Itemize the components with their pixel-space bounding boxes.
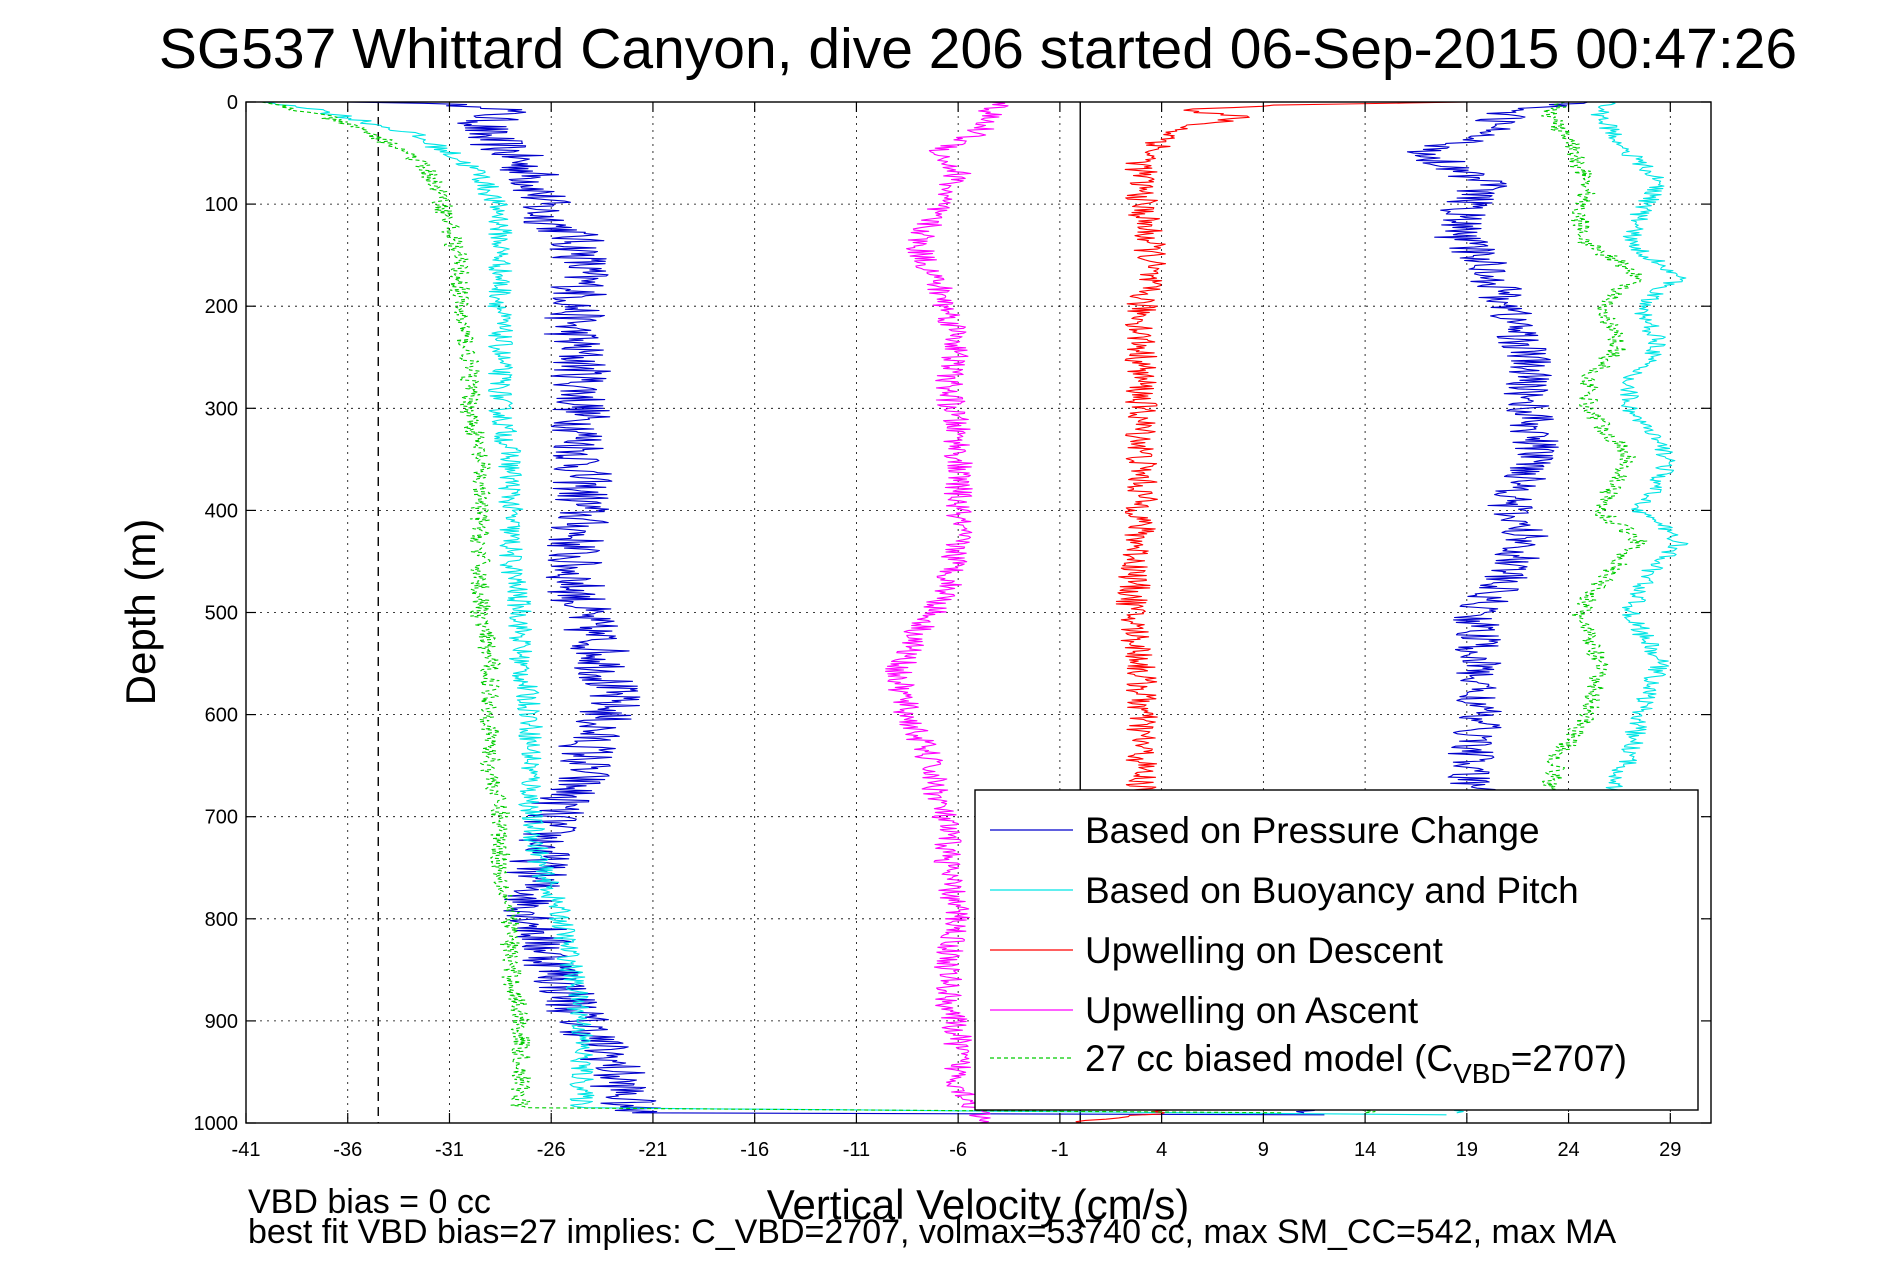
x-axis-label: Vertical Velocity (cm/s): [767, 1181, 1189, 1228]
chart-title: SG537 Whittard Canyon, dive 206 started …: [159, 17, 1797, 81]
x-tick-label: -11: [843, 1139, 870, 1161]
legend-label: Upwelling on Descent: [1085, 930, 1444, 971]
y-tick-label: 700: [205, 807, 238, 829]
y-tick-label: 200: [205, 296, 238, 318]
x-tick-label: 29: [1659, 1139, 1681, 1161]
x-tick-label: 24: [1557, 1139, 1579, 1161]
series-line-based-on-buoyancy-and-pitch: [262, 101, 1447, 1116]
y-axis-label: Depth (m): [117, 519, 164, 706]
legend: Based on Pressure Change Based on Buoyanc…: [974, 789, 1699, 1111]
series-line-upwelling-on-ascent: [885, 101, 1009, 1124]
y-tick-label: 600: [205, 705, 238, 727]
footer-line-1: VBD bias = 0 cc: [248, 1183, 491, 1221]
x-tick-labels: -41 -36 -31 -26 -21 -16 -11 -6 -1 4 9 14 19 24 29: [232, 1139, 1682, 1161]
x-tick-label: -16: [740, 1139, 769, 1161]
legend-label: Upwelling on Ascent: [1085, 990, 1419, 1031]
x-tick-label: 19: [1456, 1139, 1478, 1161]
y-tick-label: 800: [205, 909, 238, 931]
y-tick-label: 500: [205, 603, 238, 625]
series-line-27-cc-biased-model-ascent: [1362, 101, 1648, 1114]
series-line-27-cc-biased-model-cvbd-2707: [261, 101, 1284, 1114]
axis-ticks: [245, 101, 1711, 1124]
y-tick-labels: 0 100 200 300 400 500 600 700 800 900 1000: [194, 92, 239, 1135]
x-tick-label: -1: [1051, 1139, 1069, 1161]
x-tick-label: -41: [232, 1139, 261, 1161]
y-tick-label: 400: [205, 500, 238, 522]
y-tick-label: 300: [205, 398, 238, 420]
x-tick-label: 14: [1354, 1139, 1376, 1161]
legend-box: [974, 789, 1699, 1111]
series-line-based-on-pressure-change: [343, 101, 1325, 1116]
x-tick-label: 4: [1156, 1139, 1167, 1161]
x-tick-label: -6: [949, 1139, 967, 1161]
y-tick-label: 100: [205, 194, 238, 216]
footer-line-2: best fit VBD bias=27 implies: C_VBD=2707…: [248, 1213, 1617, 1251]
y-tick-label: 0: [227, 92, 238, 114]
legend-label: Based on Pressure Change: [1085, 810, 1540, 851]
x-tick-label: -36: [333, 1139, 362, 1161]
x-tick-label: -26: [537, 1139, 566, 1161]
legend-label: Based on Buoyancy and Pitch: [1085, 870, 1579, 911]
x-tick-label: -31: [435, 1139, 464, 1161]
x-tick-label: 9: [1258, 1139, 1269, 1161]
x-tick-label: -21: [638, 1139, 667, 1161]
y-tick-label: 1000: [194, 1113, 239, 1135]
y-tick-label: 900: [205, 1011, 238, 1033]
